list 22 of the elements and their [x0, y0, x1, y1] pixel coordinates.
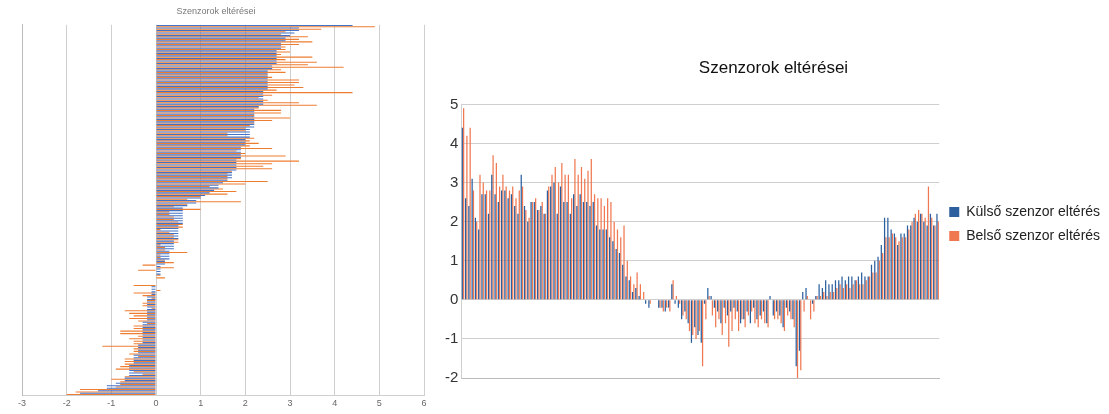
y-tick-label: 3	[449, 172, 459, 190]
x-tick-label: 1	[198, 398, 204, 409]
y-tick-label: 5	[449, 94, 459, 112]
chart-title: Szenzorok eltérései	[176, 5, 256, 16]
legend-label: Külső szenzor eltérés	[966, 202, 1101, 219]
y-tick-label: -2	[444, 368, 459, 386]
x-tick-label: 4	[332, 398, 338, 409]
legend-label: Belső szenzor eltérés	[966, 226, 1101, 243]
y-tick-label: -1	[444, 329, 459, 347]
x-tick-label: 2	[242, 398, 248, 409]
y-tick-label: 4	[449, 133, 459, 151]
x-tick-label: 0	[153, 398, 159, 409]
y-tick-label: 1	[449, 250, 459, 268]
y-tick-label: 2	[449, 211, 459, 229]
x-tick-label: -3	[17, 398, 27, 409]
x-tick-label: -2	[62, 398, 71, 409]
y-tick-label: 0	[449, 289, 459, 307]
x-tick-label: 5	[376, 398, 382, 409]
chart-title: Szenzorok eltérései	[698, 57, 849, 77]
x-tick-label: 3	[287, 398, 293, 409]
x-tick-label: -1	[107, 398, 116, 409]
x-tick-label: 6	[421, 398, 427, 409]
